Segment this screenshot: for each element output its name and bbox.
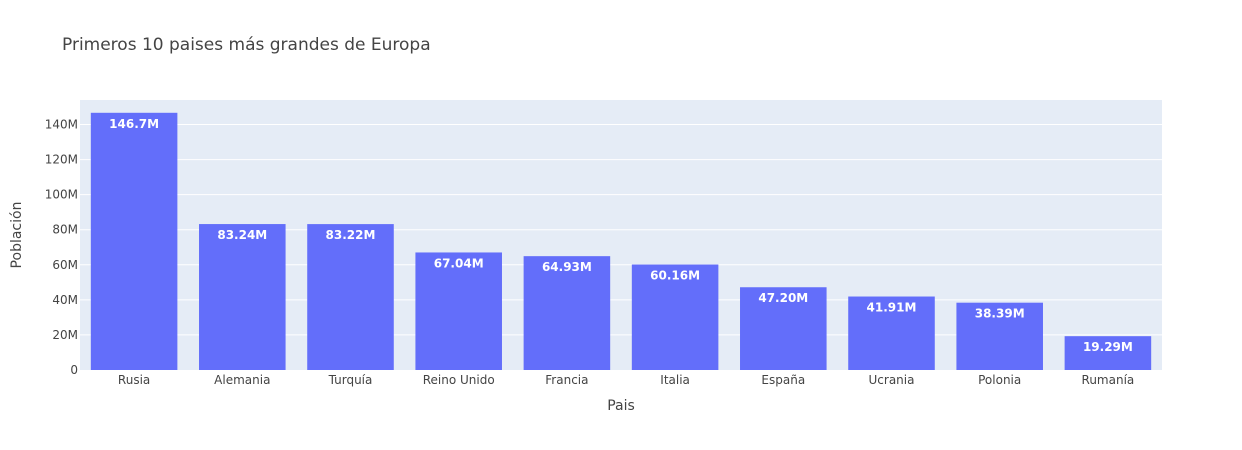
x-axis-title: Pais (607, 398, 635, 414)
x-tick-label: Italia (660, 373, 690, 387)
bar-value-label: 146.7M (109, 117, 159, 131)
bar[interactable] (523, 256, 611, 370)
y-axis-title: Población (9, 202, 25, 269)
bar-value-labels: 146.7M 83.24M 83.22M 67.04M 64.93M 60.16M 47.2… (109, 117, 1133, 354)
x-tick-label: Francia (545, 373, 588, 387)
x-tick-label: Rusia (118, 373, 150, 387)
bar[interactable] (631, 264, 719, 370)
x-tick-label: Ucrania (869, 373, 915, 387)
bar[interactable] (90, 112, 178, 370)
x-tick-label: Reino Unido (423, 373, 495, 387)
bar-value-label: 19.29M (1083, 340, 1133, 354)
y-tick-label: 60M (52, 258, 78, 272)
bar-value-label: 64.93M (542, 260, 592, 274)
y-tick-label: 20M (52, 328, 78, 342)
bar-value-label: 83.24M (217, 228, 267, 242)
bar[interactable] (848, 296, 935, 370)
y-axis-ticks: 0 20M 40M 60M 80M 100M 120M 140M (45, 118, 78, 377)
x-axis-ticks: Rusia Alemania Turquía Reino Unido Francia It… (118, 373, 1134, 387)
bar[interactable] (199, 224, 286, 370)
bar-value-label: 38.39M (975, 307, 1025, 321)
y-tick-label: 100M (45, 188, 78, 202)
y-tick-label: 80M (52, 223, 78, 237)
bar[interactable] (1064, 336, 1152, 370)
bar-value-label: 83.22M (326, 228, 376, 242)
y-tick-label: 0 (70, 363, 78, 377)
y-tick-label: 120M (45, 153, 78, 167)
y-tick-label: 40M (52, 293, 78, 307)
bars (90, 112, 1152, 370)
x-tick-label: Turquía (328, 373, 373, 387)
x-tick-label: España (761, 373, 805, 387)
bar[interactable] (415, 252, 502, 370)
bar-value-label: 47.20M (758, 291, 808, 305)
x-tick-label: Alemania (214, 373, 270, 387)
x-tick-label: Polonia (978, 373, 1021, 387)
bar-value-label: 60.16M (650, 269, 700, 283)
bar[interactable] (307, 224, 394, 370)
bar-value-label: 67.04M (434, 256, 484, 270)
bar-value-label: 41.91M (867, 301, 917, 315)
bar[interactable] (740, 287, 827, 370)
x-tick-label: Rumanía (1082, 373, 1135, 387)
bar[interactable] (956, 302, 1043, 370)
chart-title: Primeros 10 paises más grandes de Europa (62, 35, 431, 55)
y-tick-label: 140M (45, 118, 78, 132)
